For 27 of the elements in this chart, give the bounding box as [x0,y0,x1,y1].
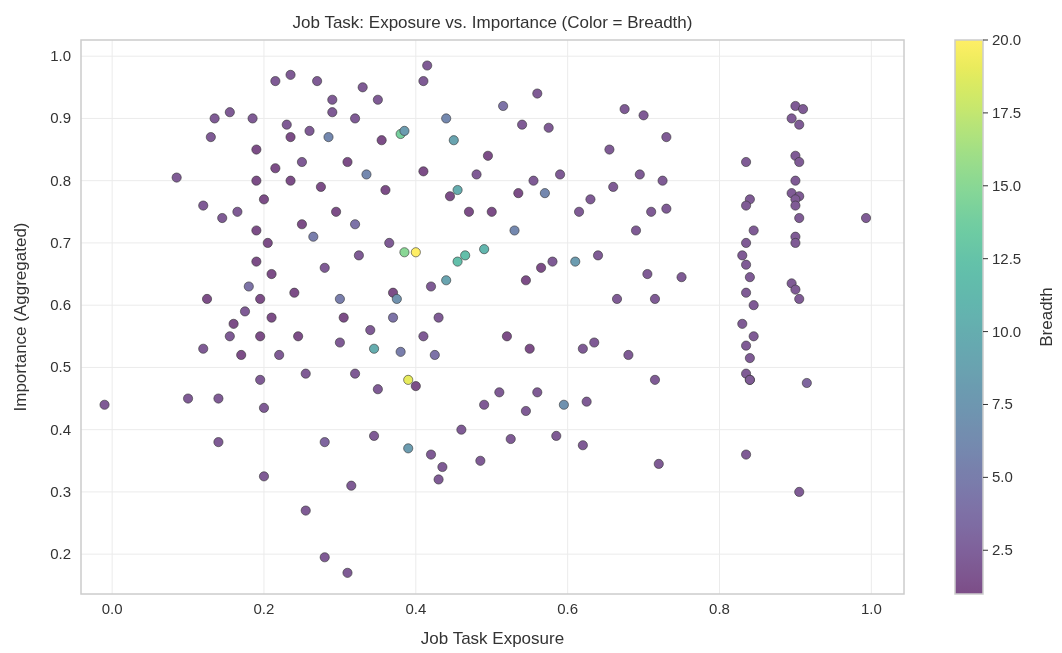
x-tick-label: 0.6 [557,600,579,617]
color-bar-label: 15.0 [992,176,1022,194]
color-bar-label: 17.5 [992,103,1022,121]
color-bar-title: Breadth [1037,287,1056,347]
x-tick-label: 1.0 [860,600,882,617]
color-bar-label: 2.5 [992,541,1013,559]
color-bar-label: 12.5 [992,249,1022,267]
y-axis-title: Importance (Aggregated) [11,222,30,412]
y-tick-label: 0.2 [50,545,71,563]
x-tick-label: 0.0 [101,600,123,617]
y-tick-label: 0.4 [50,420,71,438]
x-axis-title: Job Task Exposure [420,629,565,648]
x-tick-label: 0.4 [405,600,427,617]
color-bar-label: 7.5 [992,395,1013,413]
color-bar-label: 10.0 [992,322,1022,340]
y-tick-label: 0.7 [50,233,71,251]
color-bar-label: 20.0 [992,31,1022,48]
y-tick-label: 0.6 [50,296,71,314]
y-tick-label: 0.9 [50,109,71,127]
y-tick-label: 0.8 [50,171,71,189]
y-tick-label: 0.3 [50,482,71,500]
color-bar-label: 5.0 [992,468,1013,486]
chart-title: Job Task: Exposure vs. Importance (Color = Breadth) [292,13,693,32]
y-tick-label: 1.0 [50,47,71,65]
y-tick-label: 0.5 [50,358,71,376]
x-tick-label: 0.8 [709,600,730,617]
x-tick-label: 0.2 [253,600,275,617]
